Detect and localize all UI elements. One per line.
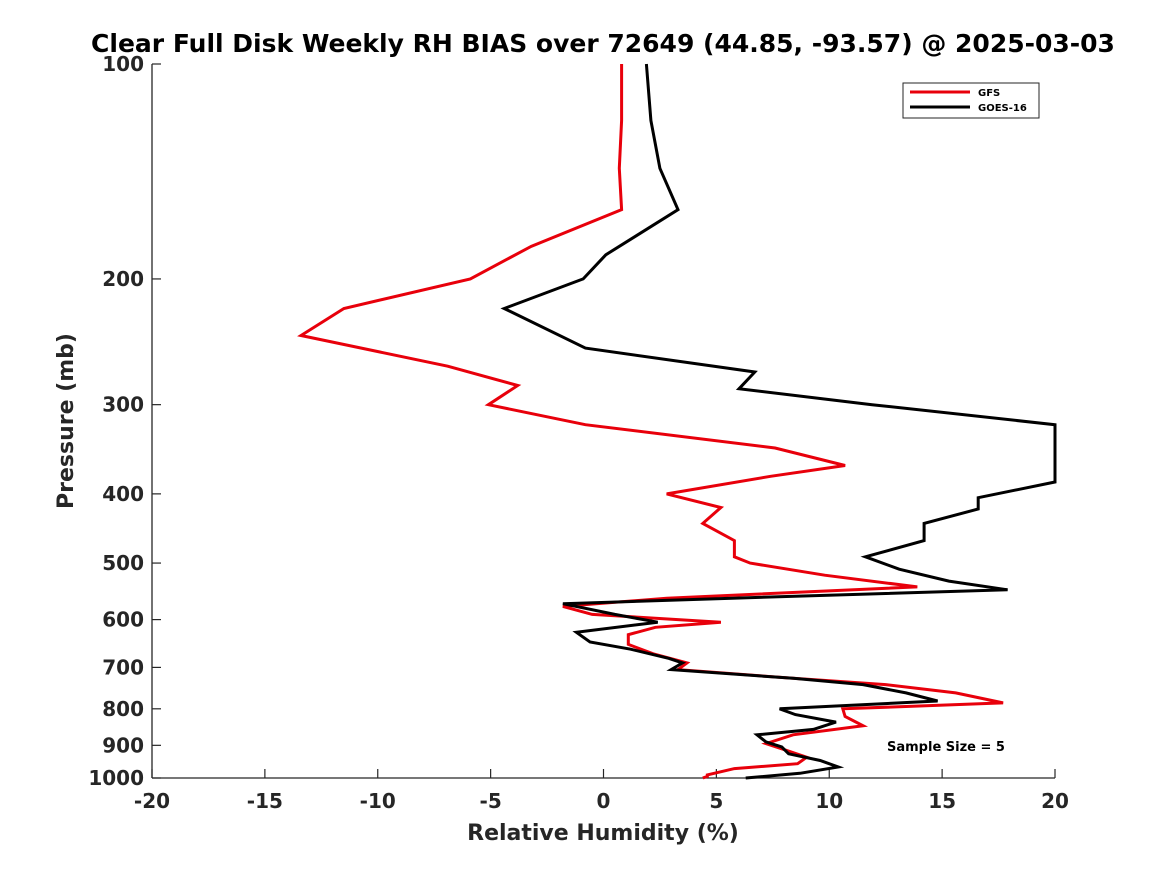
x-axis-label: Relative Humidity (%) (467, 821, 739, 846)
legend-label-gfs: GFS (978, 88, 1000, 99)
y-tick-label: 400 (102, 482, 144, 506)
x-tick-label: -10 (360, 789, 396, 813)
series-lines (297, 63, 1057, 780)
y-tick-label: 800 (102, 697, 144, 721)
y-axis-label: Pressure (mb) (54, 333, 79, 509)
y-tick-label: 200 (102, 267, 144, 291)
x-tick-label: 0 (597, 789, 611, 813)
plot-frame (152, 64, 1055, 778)
chart-title: Clear Full Disk Weekly RH BIAS over 7264… (91, 29, 1115, 58)
series-line-gfs (297, 64, 1004, 780)
sample-size-annotation: Sample Size = 5 (887, 740, 1005, 755)
x-tick-label: -20 (134, 789, 170, 813)
x-tick-label: 5 (709, 789, 723, 813)
y-tick-label: 700 (102, 655, 144, 679)
legend-label-goes16: GOES-16 (978, 103, 1027, 114)
y-tick-label: 900 (102, 733, 144, 757)
x-tick-label: 15 (928, 789, 956, 813)
series-line-goes16 (500, 63, 1057, 780)
x-tick-label: 10 (815, 789, 843, 813)
y-tick-label: 100 (102, 52, 144, 76)
legend-box (902, 82, 1040, 119)
x-tick-label: -5 (480, 789, 502, 813)
axis-ticks: -20 -15 -10 -5 0 5 10 15 20 100 200 300 400 500 600 700… (88, 52, 1069, 813)
x-tick-label: 20 (1041, 789, 1069, 813)
y-tick-label: 1000 (88, 766, 144, 790)
legend: GFS GOES-16 (902, 82, 1040, 119)
y-tick-label: 500 (102, 551, 144, 575)
y-tick-label: 600 (102, 608, 144, 632)
x-tick-label: -15 (247, 789, 283, 813)
plot-area: -20 -15 -10 -5 0 5 10 15 20 100 200 300 400 500 600 700… (88, 52, 1069, 813)
y-tick-label: 300 (102, 393, 144, 417)
